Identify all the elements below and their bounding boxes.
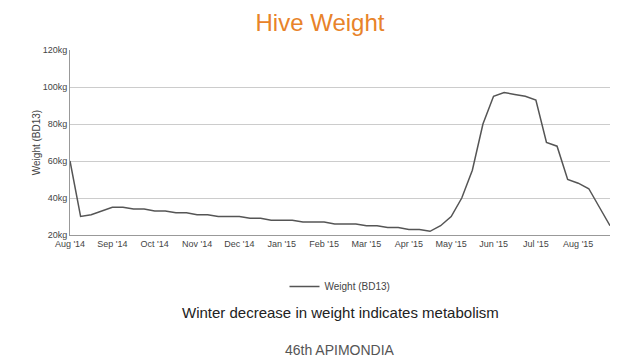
svg-text:Jan '15: Jan '15 bbox=[267, 239, 296, 249]
svg-text:60kg: 60kg bbox=[48, 156, 68, 166]
svg-text:Jul '15: Jul '15 bbox=[523, 239, 549, 249]
svg-text:Oct '14: Oct '14 bbox=[141, 239, 169, 249]
svg-text:46th APIMONDIA: 46th APIMONDIA bbox=[285, 342, 395, 358]
svg-text:40kg: 40kg bbox=[48, 193, 68, 203]
svg-text:Apr '15: Apr '15 bbox=[395, 239, 423, 249]
svg-text:Mar '15: Mar '15 bbox=[352, 239, 382, 249]
svg-text:Sep '14: Sep '14 bbox=[97, 239, 127, 249]
svg-text:Winter decrease in weight indi: Winter decrease in weight indicates meta… bbox=[182, 304, 499, 321]
svg-text:Aug '14: Aug '14 bbox=[55, 239, 85, 249]
svg-text:Aug '15: Aug '15 bbox=[563, 239, 593, 249]
svg-text:100kg: 100kg bbox=[43, 82, 68, 92]
svg-text:Hive Weight: Hive Weight bbox=[256, 9, 385, 36]
svg-text:Feb '15: Feb '15 bbox=[309, 239, 339, 249]
svg-text:Dec '14: Dec '14 bbox=[224, 239, 254, 249]
svg-text:Jun '15: Jun '15 bbox=[479, 239, 508, 249]
svg-text:20kg: 20kg bbox=[48, 230, 68, 240]
svg-text:Nov '14: Nov '14 bbox=[182, 239, 212, 249]
svg-text:80kg: 80kg bbox=[48, 119, 68, 129]
svg-text:Weight (BD13): Weight (BD13) bbox=[31, 110, 42, 175]
svg-text:Weight (BD13): Weight (BD13) bbox=[325, 281, 390, 292]
svg-text:May '15: May '15 bbox=[436, 239, 467, 249]
svg-text:120kg: 120kg bbox=[43, 45, 68, 55]
